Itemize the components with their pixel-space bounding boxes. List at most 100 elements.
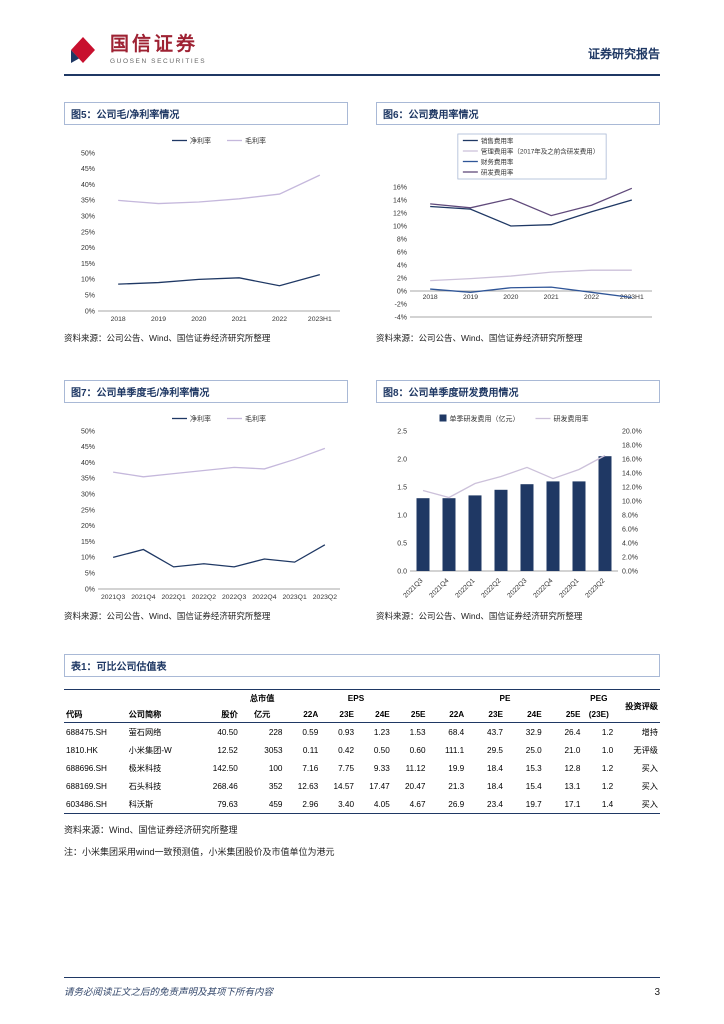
table-title: 表1：可比公司估值表 bbox=[64, 654, 660, 677]
svg-text:12.0%: 12.0% bbox=[622, 484, 642, 491]
svg-text:2.0%: 2.0% bbox=[622, 554, 638, 561]
svg-text:20.0%: 20.0% bbox=[622, 428, 642, 435]
svg-text:16.0%: 16.0% bbox=[622, 456, 642, 463]
table-cell: 603486.SH bbox=[64, 795, 127, 814]
table-cell: 12.52 bbox=[217, 745, 238, 755]
svg-text:14.0%: 14.0% bbox=[622, 470, 642, 477]
table-cell: 142.50 bbox=[212, 763, 238, 773]
brand-name-cn: 国信证券 bbox=[110, 33, 199, 55]
table-cell: 1.4 bbox=[582, 795, 616, 814]
table-cell: 7.75 bbox=[338, 763, 354, 773]
table-cell: 9.33 bbox=[373, 763, 390, 773]
table-cell: 0.60 bbox=[409, 745, 426, 755]
svg-text:40%: 40% bbox=[81, 182, 95, 189]
svg-text:2022Q3: 2022Q3 bbox=[222, 594, 246, 601]
table-cell: 1.2 bbox=[601, 763, 614, 773]
col-peg-sub: (23E) bbox=[582, 706, 616, 723]
svg-text:1.0: 1.0 bbox=[397, 512, 407, 519]
table-cell: 0.42 bbox=[338, 745, 354, 755]
table-cell: 15.3 bbox=[525, 763, 542, 773]
table-cell: 12.63 bbox=[297, 781, 319, 791]
svg-text:16%: 16% bbox=[393, 184, 407, 191]
col-pe-24e: 24E bbox=[504, 706, 544, 723]
table-cell: 0.11 bbox=[302, 745, 319, 755]
table-cell: 459 bbox=[239, 795, 285, 814]
table-row: 603486.SH 科沃斯 79.63 459 2.96 3.40 4.05 4.67 26.9… bbox=[64, 795, 660, 814]
col-name: 公司简称 bbox=[126, 706, 199, 723]
svg-text:20%: 20% bbox=[81, 523, 95, 530]
disclaimer-text: 请务必阅读正文之后的免责声明及其项下所有内容 bbox=[64, 987, 274, 998]
svg-text:2.0: 2.0 bbox=[397, 456, 407, 463]
col-mcap: 总市值 bbox=[239, 689, 285, 706]
table-cell: 26.4 bbox=[564, 727, 581, 737]
svg-text:5%: 5% bbox=[85, 293, 95, 300]
table-cell: 1.2 bbox=[601, 727, 614, 737]
figure-8-title: 图8：公司单季度研发费用情况 bbox=[376, 380, 660, 403]
svg-text:2023Q2: 2023Q2 bbox=[313, 594, 337, 601]
table-cell: 石头科技 bbox=[128, 782, 162, 791]
svg-text:1.5: 1.5 bbox=[397, 484, 407, 491]
svg-text:2021Q3: 2021Q3 bbox=[101, 594, 125, 601]
table-cell: 21.0 bbox=[564, 745, 581, 755]
table-row: 1810.HK 小米集团-W 12.52 3053 0.11 0.42 0.50 0.60 11… bbox=[64, 741, 660, 759]
svg-text:0.0: 0.0 bbox=[397, 568, 407, 575]
svg-text:2021Q4: 2021Q4 bbox=[428, 577, 450, 599]
table-cell: 228 bbox=[268, 727, 283, 737]
col-group-pe: PE bbox=[427, 689, 583, 706]
table-cell: 增持 bbox=[641, 728, 658, 737]
table-cell: 23.4 bbox=[466, 795, 505, 814]
table-cell: 买入 bbox=[615, 795, 660, 814]
table-cell: 极米科技 bbox=[128, 764, 162, 773]
table-cell: 买入 bbox=[641, 782, 658, 791]
svg-text:45%: 45% bbox=[81, 166, 95, 173]
svg-text:2020: 2020 bbox=[191, 316, 206, 323]
table-cell: 17.1 bbox=[543, 795, 583, 814]
table-cell: 21.3 bbox=[448, 781, 465, 791]
svg-text:2018: 2018 bbox=[111, 316, 126, 323]
table-cell: 40.50 bbox=[217, 727, 238, 737]
table-note: 注：小米集团采用wind一致预测值，小米集团股价及市值单位为港元 bbox=[64, 847, 335, 857]
table-cell: 688169.SH bbox=[66, 781, 107, 791]
figure-5: 图5：公司毛/净利率情况 0% 5% 10% 15% 20% 25% 30% 35% 40% 45… bbox=[64, 102, 348, 344]
table-cell: 268.46 bbox=[212, 781, 238, 791]
table-cell: 1.53 bbox=[409, 727, 426, 737]
col-rating: 投资评级 bbox=[615, 689, 660, 723]
svg-text:8.0%: 8.0% bbox=[622, 512, 638, 519]
svg-text:2022Q3: 2022Q3 bbox=[506, 577, 528, 599]
svg-text:50%: 50% bbox=[81, 428, 95, 435]
svg-text:5%: 5% bbox=[85, 571, 95, 578]
svg-text:15%: 15% bbox=[81, 539, 95, 546]
table-cell: 20.47 bbox=[405, 781, 426, 791]
col-mcap-unit: 亿元 bbox=[239, 706, 285, 723]
svg-text:50%: 50% bbox=[81, 150, 95, 157]
svg-text:0%: 0% bbox=[85, 586, 95, 593]
svg-text:-2%: -2% bbox=[395, 301, 407, 308]
svg-text:40%: 40% bbox=[81, 460, 95, 467]
svg-text:2021Q3: 2021Q3 bbox=[402, 577, 424, 599]
table-cell: 无评级 bbox=[633, 746, 658, 755]
svg-text:2022Q4: 2022Q4 bbox=[252, 594, 276, 601]
svg-text:2018: 2018 bbox=[423, 294, 438, 301]
table-cell: 1.2 bbox=[601, 781, 614, 791]
table-source: 资料来源：Wind、国信证券经济研究所整理 bbox=[64, 825, 238, 835]
svg-text:2020: 2020 bbox=[503, 294, 518, 301]
table-cell: 29.5 bbox=[487, 745, 503, 755]
svg-text:35%: 35% bbox=[81, 476, 95, 483]
svg-text:研发费用率: 研发费用率 bbox=[554, 414, 589, 423]
col-group-eps: EPS bbox=[284, 689, 428, 706]
svg-text:2023Q1: 2023Q1 bbox=[283, 594, 307, 601]
figure-6-title: 图6：公司费用率情况 bbox=[376, 102, 660, 125]
expense-ratio-chart: -4% -2% 0% 2% 4% 6% 8% 10% 12% 14% 16% 2018 2019 2020… bbox=[393, 133, 652, 321]
chart-legend: 净利率 毛利率 bbox=[172, 414, 266, 423]
table-row: 688696.SH 极米科技 142.50 100 7.16 7.75 9.33 11.12 1… bbox=[64, 759, 660, 777]
svg-text:2021Q4: 2021Q4 bbox=[131, 594, 155, 601]
svg-text:30%: 30% bbox=[81, 492, 95, 499]
chart-legend: 单季研发费用（亿元） 研发费用率 bbox=[439, 414, 589, 423]
svg-text:2.5: 2.5 bbox=[397, 428, 407, 435]
svg-text:6%: 6% bbox=[397, 249, 407, 256]
table-row: 688475.SH 萤石网络 40.50 228 0.59 0.93 1.23 1.53 68.… bbox=[64, 723, 660, 742]
svg-text:18.0%: 18.0% bbox=[622, 442, 642, 449]
table-cell: 2.96 bbox=[284, 795, 321, 814]
col-eps-23e: 23E bbox=[320, 706, 356, 723]
